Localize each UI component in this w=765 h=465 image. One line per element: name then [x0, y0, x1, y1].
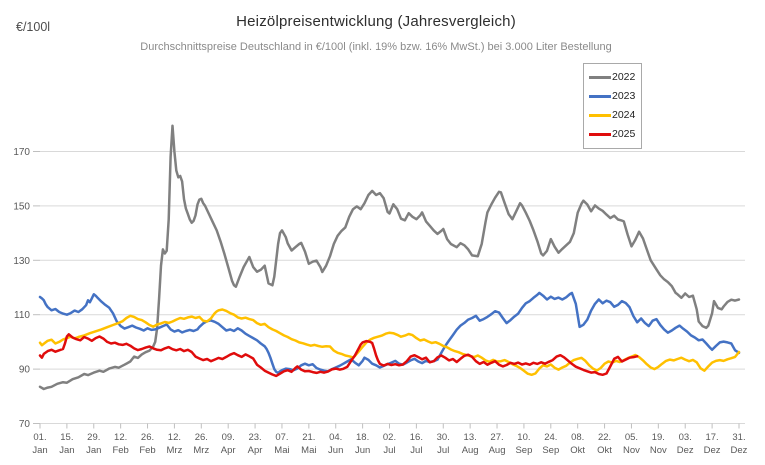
x-tick-label-month: Mai [274, 445, 289, 456]
x-tick-label-day: 30. [437, 432, 450, 443]
x-tick-label-day: 15. [60, 432, 73, 443]
x-tick-label-day: 02. [383, 432, 396, 443]
x-tick-label-month: Aug [489, 445, 506, 456]
x-tick-label-month: Jan [32, 445, 47, 456]
x-tick-label-day: 03. [679, 432, 692, 443]
legend-entry-2022: 2022 [589, 71, 641, 84]
x-tick-label-month: Dez [731, 445, 748, 456]
x-tick-label-month: Aug [462, 445, 479, 456]
x-tick-label-day: 01. [33, 432, 46, 443]
x-tick-label-month: Mai [301, 445, 316, 456]
x-tick-label-day: 18. [356, 432, 369, 443]
y-tick-label: 70 [19, 419, 31, 430]
legend-label: 2023 [612, 90, 636, 102]
x-tick-label-month: Jul [410, 445, 422, 456]
x-tick-label-day: 29. [87, 432, 100, 443]
chart-subtitle: Durchschnittspreise Deutschland in €/100… [140, 41, 612, 53]
x-tick-label-day: 21. [302, 432, 315, 443]
legend-label: 2025 [612, 128, 636, 140]
x-tick-label-day: 13. [464, 432, 477, 443]
series-line-2022 [38, 124, 741, 391]
x-tick-label-month: Jun [328, 445, 343, 456]
x-tick-label-day: 31. [732, 432, 745, 443]
x-tick-label-month: Feb [112, 445, 128, 456]
legend-swatch-2022 [589, 76, 611, 79]
x-tick-label-day: 27. [490, 432, 503, 443]
x-tick-label-day: 04. [329, 432, 342, 443]
x-tick-label-day: 10. [517, 432, 530, 443]
x-tick-label-month: Jan [86, 445, 101, 456]
x-tick-label-month: Okt [597, 445, 612, 456]
x-tick-label-day: 05. [625, 432, 638, 443]
x-tick-label-month: Jun [355, 445, 370, 456]
legend-swatch-2023 [589, 95, 611, 98]
y-tick-label: 110 [14, 310, 30, 321]
legend-swatch-2024 [589, 114, 611, 117]
legend-entry-2024: 2024 [589, 109, 641, 122]
x-tick-label-month: Mrz [167, 445, 183, 456]
x-tick-label-day: 09. [222, 432, 235, 443]
x-tick-label-month: Apr [221, 445, 236, 456]
x-tick-label-day: 08. [571, 432, 584, 443]
x-tick-label-day: 12. [114, 432, 127, 443]
legend-entry-2023: 2023 [589, 90, 641, 103]
x-tick-label-month: Nov [650, 445, 667, 456]
x-tick-label-month: Mrz [193, 445, 209, 456]
y-tick-label: 150 [13, 201, 30, 212]
series-line-2023 [38, 291, 741, 375]
x-tick-label-month: Jan [59, 445, 74, 456]
x-tick-label-day: 22. [598, 432, 611, 443]
y-tick-label: 90 [19, 365, 31, 376]
y-tick-label: 130 [13, 256, 30, 267]
legend-label: 2022 [612, 71, 636, 83]
y-tick-label: 170 [13, 147, 30, 158]
x-tick-label-day: 19. [652, 432, 665, 443]
x-tick-label-day: 23. [248, 432, 261, 443]
series-line-2025 [38, 333, 639, 378]
x-tick-label-day: 16. [410, 432, 423, 443]
legend: 2022 2023 2024 2025 [583, 63, 642, 149]
x-tick-label-month: Dez [704, 445, 721, 456]
legend-swatch-2025 [589, 133, 611, 136]
x-tick-label-month: Nov [623, 445, 640, 456]
y-axis-unit-label: €/100l [16, 20, 51, 34]
x-tick-label-month: Jul [383, 445, 395, 456]
x-tick-label-month: Sep [515, 445, 532, 456]
x-tick-label-month: Dez [677, 445, 694, 456]
x-tick-label-day: 17. [705, 432, 718, 443]
x-tick-label-month: Sep [542, 445, 559, 456]
x-tick-label-day: 12. [168, 432, 181, 443]
chart-title: Heizölpreisentwicklung (Jahresvergleich) [236, 13, 516, 30]
legend-entry-2025: 2025 [589, 128, 641, 141]
x-tick-label-month: Apr [248, 445, 263, 456]
x-tick-label-month: Feb [139, 445, 155, 456]
x-tick-label-day: 26. [141, 432, 154, 443]
x-tick-label-month: Okt [570, 445, 585, 456]
legend-label: 2024 [612, 109, 636, 121]
x-tick-label-day: 26. [195, 432, 208, 443]
x-tick-label-month: Jul [437, 445, 449, 456]
x-tick-label-day: 24. [544, 432, 557, 443]
x-tick-label-day: 07. [275, 432, 288, 443]
